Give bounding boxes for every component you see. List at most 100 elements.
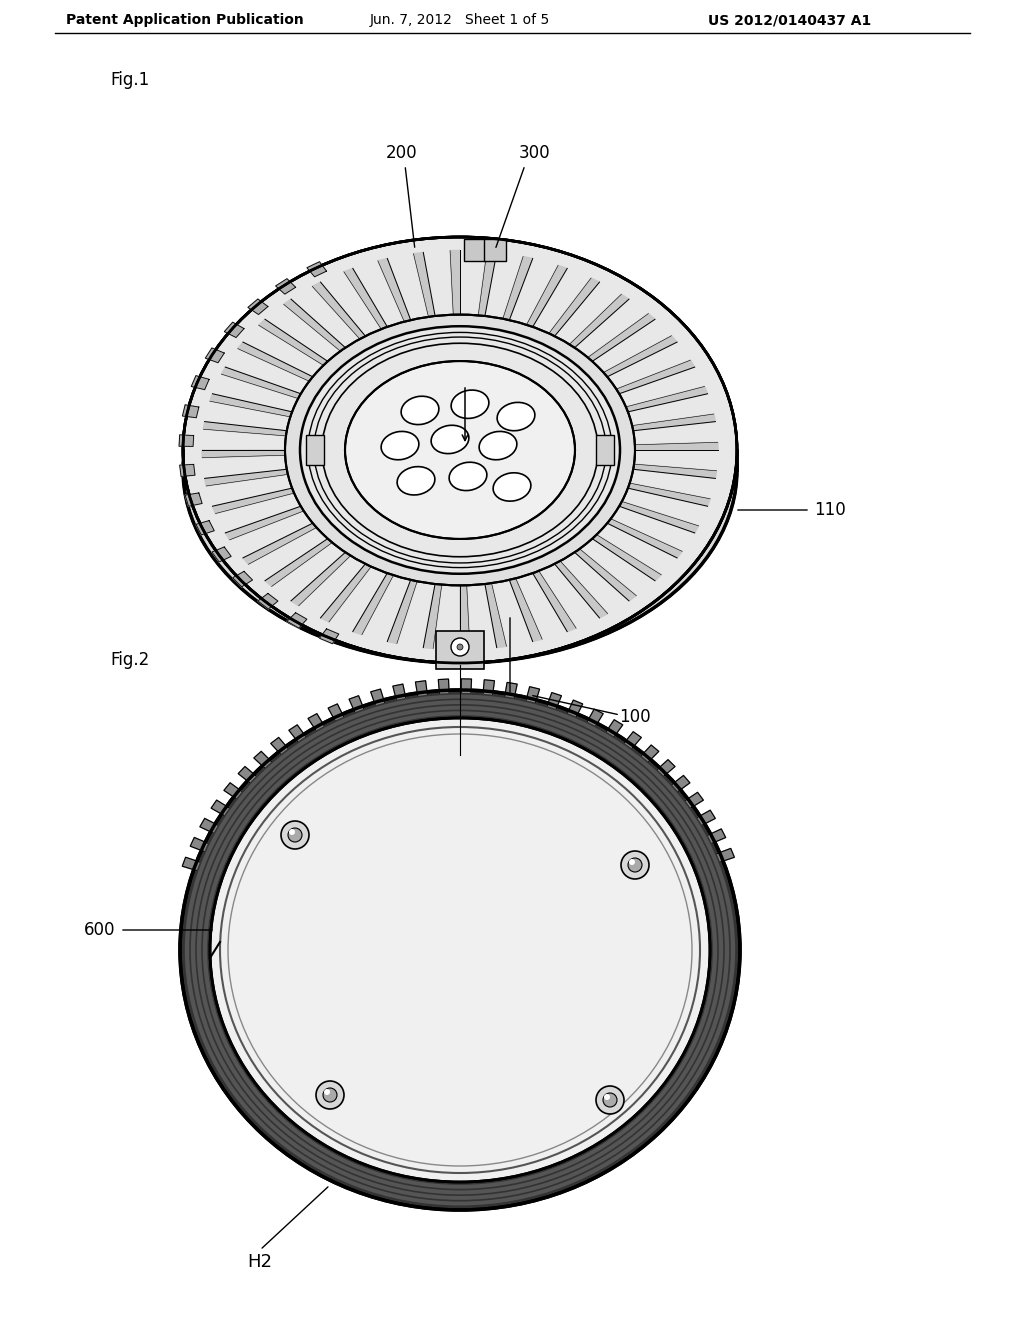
Polygon shape (438, 678, 450, 696)
FancyBboxPatch shape (306, 436, 324, 465)
Polygon shape (270, 738, 289, 755)
Circle shape (288, 828, 302, 842)
Polygon shape (478, 252, 497, 315)
Polygon shape (414, 252, 435, 317)
Polygon shape (179, 465, 195, 477)
Polygon shape (275, 279, 296, 294)
Polygon shape (656, 760, 675, 777)
Polygon shape (707, 829, 726, 843)
Polygon shape (460, 585, 470, 649)
Polygon shape (695, 810, 716, 826)
Text: 110: 110 (814, 502, 846, 519)
Text: 100: 100 (495, 593, 525, 611)
Polygon shape (624, 731, 641, 750)
Polygon shape (603, 335, 677, 376)
Polygon shape (525, 686, 540, 705)
Polygon shape (308, 714, 326, 731)
Ellipse shape (183, 238, 737, 663)
Polygon shape (349, 696, 365, 714)
Polygon shape (344, 268, 387, 329)
Polygon shape (284, 300, 345, 351)
Text: H1: H1 (447, 756, 472, 774)
Polygon shape (239, 767, 257, 784)
Polygon shape (211, 800, 230, 816)
Text: Jun. 7, 2012   Sheet 1 of 5: Jun. 7, 2012 Sheet 1 of 5 (370, 13, 550, 26)
Polygon shape (626, 387, 708, 412)
Ellipse shape (183, 277, 737, 663)
Circle shape (628, 858, 642, 873)
Polygon shape (616, 360, 694, 393)
Ellipse shape (184, 694, 736, 1206)
Polygon shape (588, 314, 655, 362)
Polygon shape (607, 519, 682, 558)
Circle shape (596, 1086, 624, 1114)
Text: 200: 200 (386, 144, 418, 162)
FancyBboxPatch shape (436, 631, 484, 669)
Polygon shape (416, 681, 428, 698)
Polygon shape (635, 442, 718, 450)
Polygon shape (569, 294, 629, 347)
Ellipse shape (210, 718, 710, 1181)
Polygon shape (212, 546, 231, 562)
Polygon shape (371, 689, 385, 708)
Ellipse shape (397, 467, 435, 495)
Polygon shape (451, 251, 460, 314)
FancyBboxPatch shape (484, 239, 506, 261)
Polygon shape (289, 725, 307, 743)
Ellipse shape (450, 462, 486, 491)
Polygon shape (328, 704, 344, 722)
Polygon shape (321, 564, 371, 622)
Text: Patent Application Publication: Patent Application Publication (67, 13, 304, 26)
Ellipse shape (180, 690, 740, 1210)
Polygon shape (509, 578, 542, 642)
Ellipse shape (285, 314, 635, 585)
Ellipse shape (401, 396, 439, 425)
Ellipse shape (431, 425, 469, 454)
Polygon shape (605, 719, 623, 738)
Circle shape (457, 644, 463, 649)
Polygon shape (196, 520, 214, 535)
Ellipse shape (300, 326, 620, 574)
Polygon shape (503, 256, 532, 321)
Polygon shape (206, 348, 224, 363)
FancyBboxPatch shape (596, 436, 614, 465)
Polygon shape (221, 367, 301, 399)
Circle shape (604, 1094, 610, 1100)
Polygon shape (483, 680, 495, 697)
Circle shape (603, 1093, 617, 1107)
Polygon shape (190, 837, 210, 853)
Polygon shape (291, 552, 350, 606)
Polygon shape (182, 857, 202, 871)
Polygon shape (179, 434, 194, 446)
Text: 300: 300 (519, 144, 551, 162)
Polygon shape (238, 342, 312, 381)
Polygon shape (225, 507, 304, 540)
Polygon shape (353, 573, 393, 635)
Polygon shape (248, 300, 268, 314)
Text: US 2012/0140437 A1: US 2012/0140437 A1 (709, 13, 871, 26)
Text: H2: H2 (248, 1253, 272, 1271)
Text: Fig.2: Fig.2 (110, 651, 150, 669)
Polygon shape (202, 450, 285, 458)
Ellipse shape (452, 391, 488, 418)
Polygon shape (378, 259, 411, 322)
Polygon shape (547, 693, 561, 710)
Polygon shape (191, 376, 209, 389)
Circle shape (451, 638, 469, 656)
Circle shape (324, 1089, 330, 1096)
Polygon shape (307, 261, 327, 277)
Polygon shape (671, 775, 690, 792)
Polygon shape (182, 405, 199, 417)
Polygon shape (210, 393, 292, 417)
Polygon shape (254, 751, 272, 770)
Circle shape (629, 859, 635, 865)
Polygon shape (505, 682, 517, 700)
Text: 600: 600 (84, 921, 116, 939)
Polygon shape (243, 523, 316, 564)
Circle shape (323, 1088, 337, 1102)
Polygon shape (715, 849, 734, 863)
Ellipse shape (345, 362, 575, 539)
Polygon shape (387, 579, 417, 644)
Polygon shape (633, 465, 717, 478)
Polygon shape (200, 818, 219, 834)
